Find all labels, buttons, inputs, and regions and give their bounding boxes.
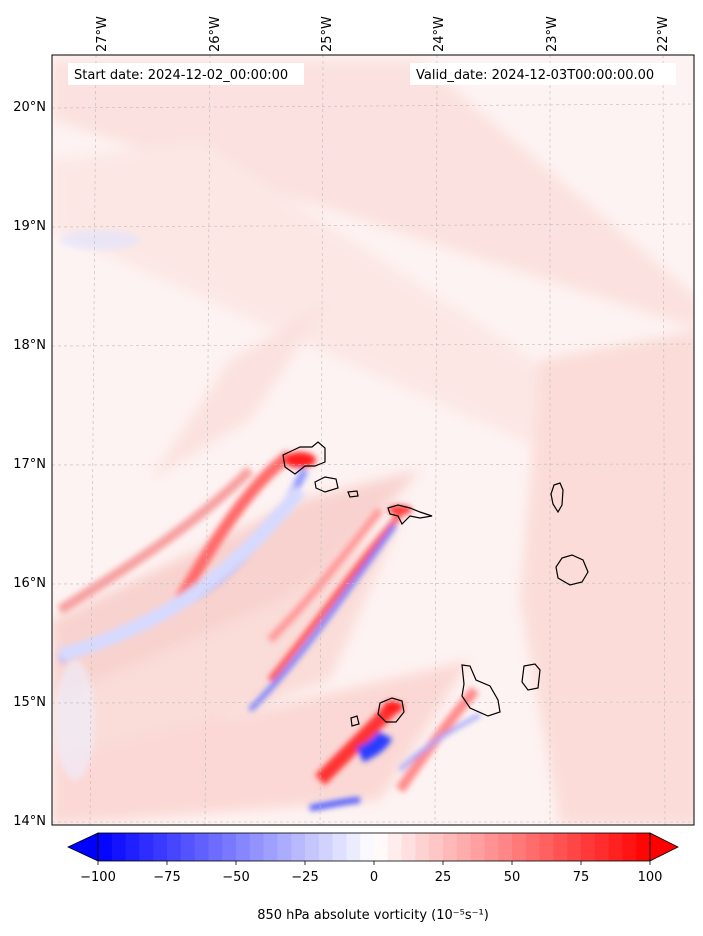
colorbar-segment (443, 833, 458, 861)
colorbar-segment (153, 833, 168, 861)
lat-label-19n: 19°N (13, 219, 46, 234)
map-frame (51, 54, 695, 826)
colorbar-extend-low-arrow (67, 832, 99, 862)
colorbar-segment (222, 833, 237, 861)
negative-vorticity-faint-patch (55, 230, 140, 780)
colorbar-segment (636, 833, 651, 861)
colorbar-segment (581, 833, 596, 861)
map-panel: Start date: 2024-12-02_00:00:00 Valid_da… (52, 55, 694, 825)
colorbar-segment (111, 833, 127, 861)
colorbar-tick-label: 25 (435, 870, 452, 885)
start-date-box (68, 63, 304, 85)
lon-label-24w: 24°W (432, 16, 447, 52)
colorbar-tick-label: 100 (638, 870, 663, 885)
island-santo-antao (282, 441, 326, 475)
colorbar-segment (249, 833, 265, 861)
lat-label-20n: 20°N (13, 100, 46, 115)
colorbar-segment (236, 833, 251, 861)
colorbar-segment (567, 833, 582, 861)
island-sal (550, 482, 564, 514)
island-fogo (377, 697, 405, 723)
island-sao-nicolau (387, 504, 433, 526)
colorbar-segment (318, 833, 334, 861)
positive-vorticity-bands (52, 60, 694, 825)
lon-label-22w: 22°W (656, 16, 671, 52)
lat-label-17n: 17°N (13, 457, 46, 472)
lat-label-18n: 18°N (13, 338, 46, 353)
colorbar-segment (208, 833, 223, 861)
colorbar-segment (346, 833, 361, 861)
colorbar-tick-label: 50 (504, 870, 521, 885)
colorbar-tick-label: −50 (222, 870, 249, 885)
colorbar-segments (98, 833, 651, 861)
island-boa-vista (555, 554, 589, 586)
colorbar-segment (387, 833, 403, 861)
colorbar-segment (429, 833, 444, 861)
colorbar-segment (305, 833, 320, 861)
colorbar-segment (498, 833, 513, 861)
colorbar-segment (539, 833, 554, 861)
colorbar-tick-label: 0 (370, 870, 378, 885)
colorbar-segment (194, 833, 209, 861)
colorbar-segment (139, 833, 154, 861)
valid-date-box (410, 63, 676, 85)
colorbar-segment (277, 833, 292, 861)
valid-date-label: Valid_date: 2024-12-03T00:00:00.00 (416, 68, 654, 83)
colorbar-segment (332, 833, 347, 861)
lat-label-16n: 16°N (13, 576, 46, 591)
colorbar-segment (291, 833, 306, 861)
lon-label-27w: 27°W (95, 16, 110, 52)
island-santa-luzia (347, 490, 359, 498)
latitude-labels: 20°N 19°N 18°N 17°N 16°N 15°N 14°N (13, 100, 46, 829)
colorbar-segment (470, 833, 485, 861)
colorbar: −100 −75 −50 −25 0 25 50 75 100 850 hPa absolute… (67, 832, 679, 923)
colorbar-segment (594, 833, 610, 861)
island-sao-vicente (314, 476, 339, 493)
lon-label-26w: 26°W (208, 16, 223, 52)
colorbar-tick-label: −25 (291, 870, 318, 885)
colorbar-segment (374, 833, 389, 861)
colorbar-label: 850 hPa absolute vorticity (10⁻⁵s⁻¹) (257, 908, 489, 923)
colorbar-segment (360, 833, 375, 861)
colorbar-segment (608, 833, 623, 861)
colorbar-segment (456, 833, 472, 861)
colorbar-ticks: −100 −75 −50 −25 0 25 50 75 100 (80, 861, 662, 885)
colorbar-segment (180, 833, 196, 861)
colorbar-segment (484, 833, 499, 861)
colorbar-segment (553, 833, 568, 861)
lat-label-14n: 14°N (13, 814, 46, 829)
colorbar-tick-label: 75 (573, 870, 590, 885)
island-santiago (461, 664, 501, 717)
vorticity-wake-streaks (57, 450, 481, 811)
lon-label-25w: 25°W (320, 16, 335, 52)
lat-label-15n: 15°N (13, 695, 46, 710)
colorbar-segment (525, 833, 541, 861)
colorbar-segment (263, 833, 278, 861)
colorbar-segment (98, 833, 113, 861)
colorbar-segment (167, 833, 182, 861)
island-maio (521, 663, 541, 691)
colorbar-tick-label: −100 (80, 870, 116, 885)
start-date-label: Start date: 2024-12-02_00:00:00 (74, 68, 288, 83)
colorbar-tick-label: −75 (153, 870, 180, 885)
lon-label-23w: 23°W (545, 16, 560, 52)
colorbar-segment (415, 833, 430, 861)
colorbar-segment (125, 833, 140, 861)
colorbar-segment (512, 833, 527, 861)
colorbar-extend-high-arrow (649, 832, 679, 862)
graticule (52, 55, 694, 825)
island-brava (350, 715, 360, 727)
colorbar-segment (401, 833, 416, 861)
colorbar-segment (622, 833, 637, 861)
longitude-labels: 27°W 26°W 25°W 24°W 23°W 22°W (95, 16, 671, 52)
coastlines (282, 441, 589, 727)
